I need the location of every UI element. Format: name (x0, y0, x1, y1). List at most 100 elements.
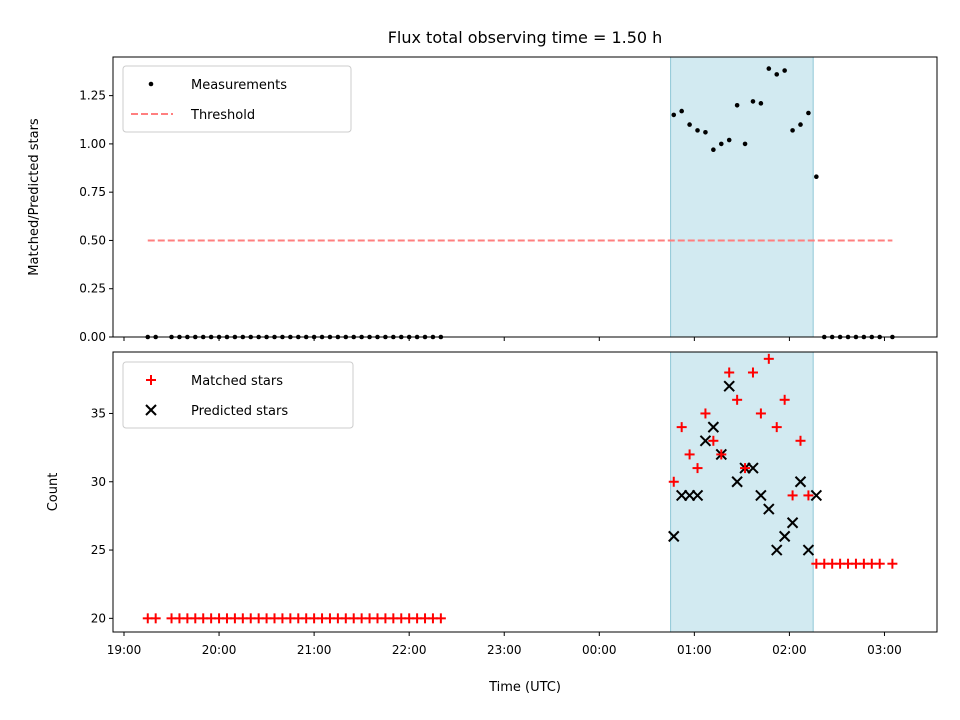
x-tick-label: 00:00 (582, 643, 617, 657)
legend-predicted-label: Predicted stars (191, 404, 288, 419)
measurement-point (718, 141, 724, 147)
matched-star-point (668, 476, 679, 487)
predicted-star-stroke (723, 380, 735, 392)
legend-measurements-marker (148, 81, 154, 87)
bottom-legend-box (122, 361, 354, 429)
top-y-ticks: 0.00 0.25 0.50 0.75 1.00 1.25 (79, 89, 113, 344)
predicted-star-point (707, 421, 720, 433)
predicted-star-point (786, 517, 799, 529)
matched-star-point (692, 463, 703, 474)
predicted-star-stroke (802, 544, 815, 556)
predicted-star-point (771, 544, 783, 556)
matched-star-point (763, 353, 774, 364)
x-axis-label: Time (UTC) (488, 680, 561, 695)
matched-star-point (708, 435, 719, 446)
predicted-star-point (731, 476, 743, 488)
matched-star-point (676, 422, 687, 433)
measurement-point (806, 110, 811, 116)
x-tick-label: 02:00 (772, 643, 807, 657)
measurement-point (790, 128, 795, 133)
bottom-x-ticks: 19:00 20:00 21:00 22:00 23:00 00:00 01:00 02:00… (107, 632, 902, 657)
predicted-star-stroke (747, 462, 759, 474)
predicted-star-stroke (778, 530, 791, 543)
measurement-point (671, 112, 677, 118)
x-tick-label: 03:00 (867, 643, 902, 657)
bottom-legend: Matched stars Predicted stars (122, 361, 354, 429)
predicted-star-stroke (699, 435, 712, 447)
x-tick-label: 20:00 (202, 643, 237, 657)
matched-star-point (732, 394, 743, 405)
matched-star-point (887, 558, 898, 569)
predicted-stars-points (668, 380, 823, 556)
matched-star-point (747, 367, 758, 378)
x-tick-label: 19:00 (107, 643, 142, 657)
predicted-star-point (810, 489, 823, 502)
predicted-star-point (668, 530, 680, 543)
predicted-star-point (755, 489, 767, 502)
predicted-star-point (723, 380, 735, 392)
top-axes-frame (112, 56, 938, 338)
predicted-star-stroke (786, 517, 799, 529)
matched-star-point (795, 435, 806, 446)
x-tick-label: 01:00 (677, 643, 712, 657)
top-y-tick-label: 0.00 (79, 330, 106, 344)
matched-star-point (771, 422, 782, 433)
matched-star-point (716, 449, 727, 460)
measurement-point (774, 72, 780, 77)
predicted-star-point (691, 489, 704, 502)
matched-star-point (150, 613, 161, 624)
measurement-point (711, 147, 716, 152)
predicted-star-stroke (794, 476, 807, 488)
matched-star-point (740, 463, 751, 474)
top-y-tick-label: 0.25 (79, 282, 106, 296)
bottom-axes-frame (112, 351, 938, 633)
bottom-panel: 20 25 30 35 19:00 20:00 21:00 22:00 23:00 00:00 0… (46, 351, 938, 695)
top-y-tick-label: 0.75 (79, 185, 106, 199)
bottom-y-tick-label: 30 (91, 475, 106, 489)
top-shaded-region (670, 56, 814, 338)
matched-star-point (874, 558, 885, 569)
top-legend: Measurements Threshold (122, 65, 352, 133)
measurement-point (734, 102, 740, 108)
measurement-point (679, 108, 684, 114)
measurement-point (798, 122, 803, 127)
top-legend-box (122, 65, 352, 133)
predicted-star-stroke (810, 489, 823, 502)
shaded-observing-window (670, 56, 814, 338)
predicted-star-point (747, 462, 759, 474)
top-y-tick-label: 0.50 (79, 233, 106, 247)
predicted-star-stroke (755, 489, 767, 502)
measurement-point (782, 68, 787, 73)
predicted-star-point (763, 503, 775, 515)
matched-star-point (779, 394, 790, 405)
legend-threshold-label: Threshold (190, 108, 255, 123)
predicted-star-stroke (707, 421, 720, 433)
matched-star-point (724, 367, 735, 378)
bottom-y-ticks: 20 25 30 35 (91, 406, 113, 625)
matched-stars-points (142, 353, 898, 624)
measurement-point (726, 137, 732, 143)
x-tick-label: 23:00 (487, 643, 522, 657)
matched-star-point (755, 408, 766, 419)
measurement-point (766, 66, 772, 71)
top-y-axis-label: Matched/Predicted stars (27, 118, 42, 276)
predicted-star-point (802, 544, 815, 556)
predicted-star-stroke (771, 544, 783, 556)
predicted-star-point (794, 476, 807, 488)
bottom-y-axis-label: Count (46, 473, 61, 512)
predicted-star-point (778, 530, 791, 543)
matched-star-point (435, 613, 446, 624)
measurement-point (695, 128, 700, 133)
predicted-star-stroke (668, 530, 680, 543)
matched-star-point (700, 408, 711, 419)
bottom-y-tick-label: 20 (91, 611, 106, 625)
measurement-point (750, 99, 756, 104)
matched-star-point (684, 449, 695, 460)
legend-measurements-label: Measurements (191, 78, 287, 93)
bottom-y-tick-label: 25 (91, 543, 106, 557)
top-panel: 0.00 0.25 0.50 0.75 1.00 1.25 Flux total obse… (27, 28, 938, 344)
predicted-star-stroke (691, 489, 704, 502)
predicted-star-stroke (763, 503, 775, 515)
predicted-star-stroke (731, 476, 743, 488)
